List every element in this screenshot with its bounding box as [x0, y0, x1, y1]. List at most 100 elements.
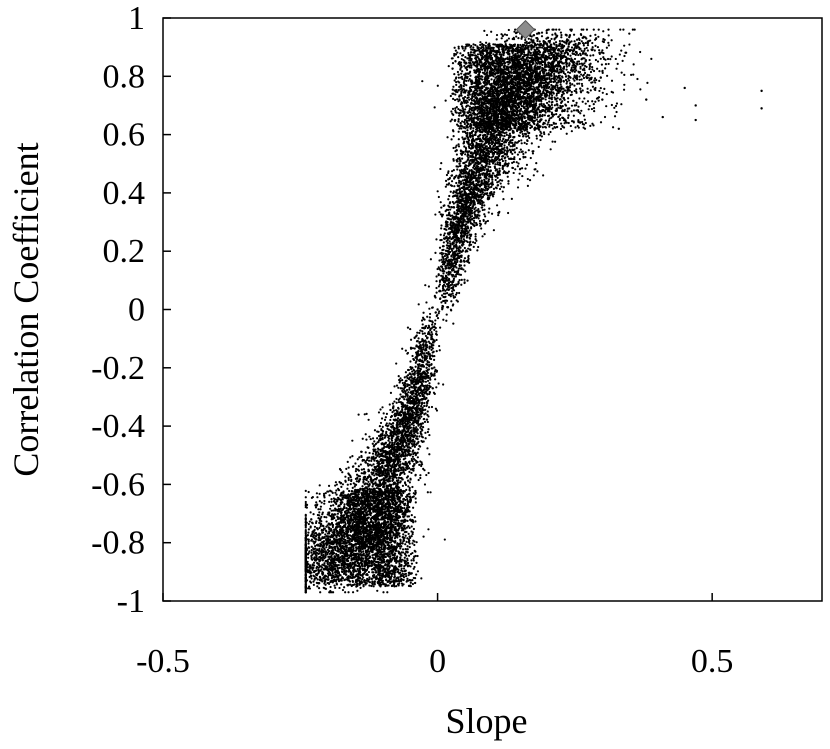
data-point [435, 286, 438, 290]
data-point [501, 139, 504, 143]
data-point [623, 54, 626, 58]
data-point [422, 535, 425, 538]
data-point [425, 404, 428, 408]
data-point [589, 34, 592, 37]
data-point [427, 471, 430, 475]
data-point [367, 570, 371, 574]
data-point [536, 39, 539, 43]
data-point [360, 450, 363, 453]
data-point [399, 393, 402, 396]
data-point [539, 138, 542, 142]
data-point [463, 246, 466, 250]
data-point [308, 520, 311, 523]
data-point [492, 229, 495, 232]
data-point [391, 479, 394, 482]
data-point [429, 258, 432, 261]
data-point [408, 424, 411, 427]
data-point [462, 175, 465, 178]
data-point [466, 129, 469, 132]
data-point [435, 338, 438, 342]
data-point [605, 92, 608, 96]
data-point [396, 422, 399, 425]
data-point [572, 33, 576, 36]
data-point [426, 361, 429, 364]
data-point [585, 65, 588, 69]
data-point [413, 516, 416, 519]
data-point [357, 469, 360, 472]
data-point [425, 369, 428, 372]
data-point [403, 472, 406, 475]
data-point [516, 186, 520, 189]
data-point [429, 491, 432, 494]
data-point [597, 35, 600, 38]
data-point [465, 223, 468, 226]
data-point [427, 324, 430, 327]
data-point [329, 585, 332, 589]
data-point [455, 144, 458, 147]
data-point [450, 300, 453, 303]
data-point [498, 169, 501, 173]
data-point [444, 257, 448, 260]
data-point [481, 140, 484, 143]
data-point [316, 585, 319, 588]
data-point [487, 147, 490, 150]
data-point [389, 415, 393, 419]
data-point [428, 453, 431, 456]
data-point [449, 184, 453, 187]
data-point [505, 33, 509, 37]
data-point [452, 322, 455, 325]
data-point [603, 38, 606, 41]
data-point [528, 179, 532, 182]
data-point [544, 74, 547, 77]
data-point [426, 430, 429, 434]
data-point [421, 422, 425, 425]
data-point [485, 33, 489, 37]
data-point [457, 130, 460, 133]
data-point [360, 454, 363, 458]
data-point [431, 320, 434, 323]
data-point [331, 525, 334, 529]
data-point [547, 52, 550, 55]
data-point [308, 565, 311, 568]
data-point [500, 179, 504, 182]
data-point [419, 460, 422, 463]
data-point [570, 40, 573, 43]
data-point [567, 121, 570, 125]
data-point [376, 471, 380, 474]
data-point [363, 483, 366, 486]
data-point [410, 390, 413, 393]
data-point [311, 558, 314, 561]
data-point [504, 159, 507, 162]
data-point [458, 279, 461, 282]
data-point [357, 493, 360, 496]
data-point [445, 313, 448, 316]
data-point [503, 144, 506, 147]
data-point [435, 291, 438, 294]
data-point [545, 31, 548, 35]
data-point [373, 444, 376, 447]
data-point [420, 319, 424, 322]
data-point [315, 527, 319, 530]
data-point [408, 481, 411, 484]
data-point [318, 552, 321, 555]
data-point [513, 156, 516, 159]
data-point [411, 354, 414, 358]
data-point [514, 168, 517, 171]
data-point [600, 63, 604, 66]
data-point [395, 397, 398, 401]
data-point [343, 535, 346, 539]
data-point [423, 420, 427, 423]
data-point [318, 484, 321, 487]
data-point [399, 480, 402, 483]
data-point [578, 62, 581, 65]
data-point [424, 408, 427, 411]
data-point [606, 74, 609, 77]
data-point [409, 477, 412, 480]
data-point [372, 463, 375, 466]
data-point [623, 44, 626, 47]
data-point [475, 223, 478, 227]
data-point [438, 259, 441, 262]
data-point [550, 111, 554, 114]
data-point [416, 442, 419, 445]
data-point [457, 138, 460, 141]
